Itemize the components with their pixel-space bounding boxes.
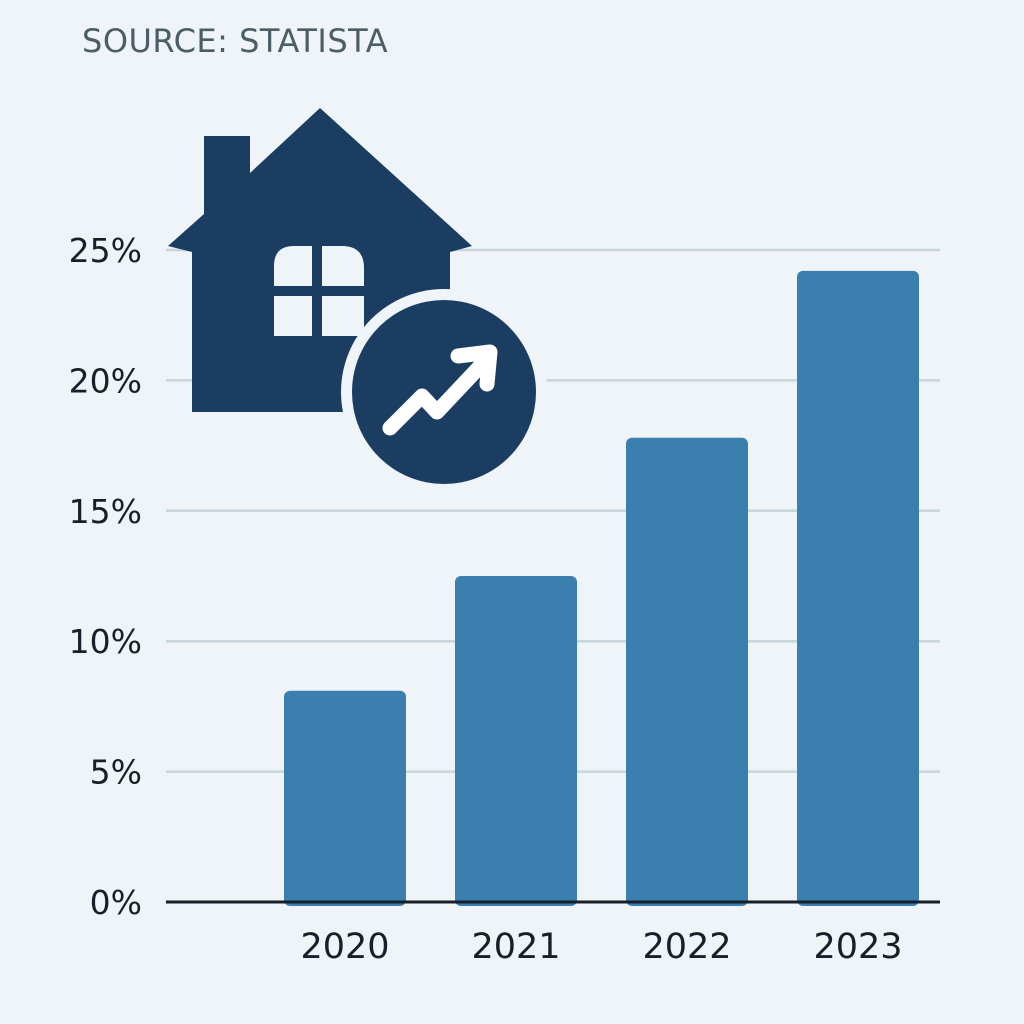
trend-up-arrow-icon: [341, 289, 547, 495]
y-tick-label: 20%: [69, 361, 142, 400]
y-tick-label: 5%: [90, 753, 142, 792]
bar-2022: [626, 437, 748, 906]
x-tick-label: 2021: [471, 927, 560, 967]
y-tick-label: 15%: [69, 492, 142, 531]
bar-2021: [455, 576, 577, 906]
y-tick-label: 10%: [69, 622, 142, 661]
y-tick-label: 0%: [90, 883, 142, 922]
y-tick-label: 25%: [69, 231, 142, 270]
x-tick-label: 2022: [642, 927, 731, 967]
x-axis-labels: 2020 2021 2022 2023: [300, 927, 902, 967]
y-axis-labels: 0% 5% 10% 15% 20% 25%: [69, 231, 142, 922]
bar-2023: [797, 270, 919, 906]
x-tick-label: 2023: [813, 927, 902, 967]
bar-2020: [284, 690, 406, 906]
bars: [284, 270, 919, 906]
source-note: SOURCE: STATISTA: [82, 22, 389, 60]
x-tick-label: 2020: [300, 927, 389, 967]
